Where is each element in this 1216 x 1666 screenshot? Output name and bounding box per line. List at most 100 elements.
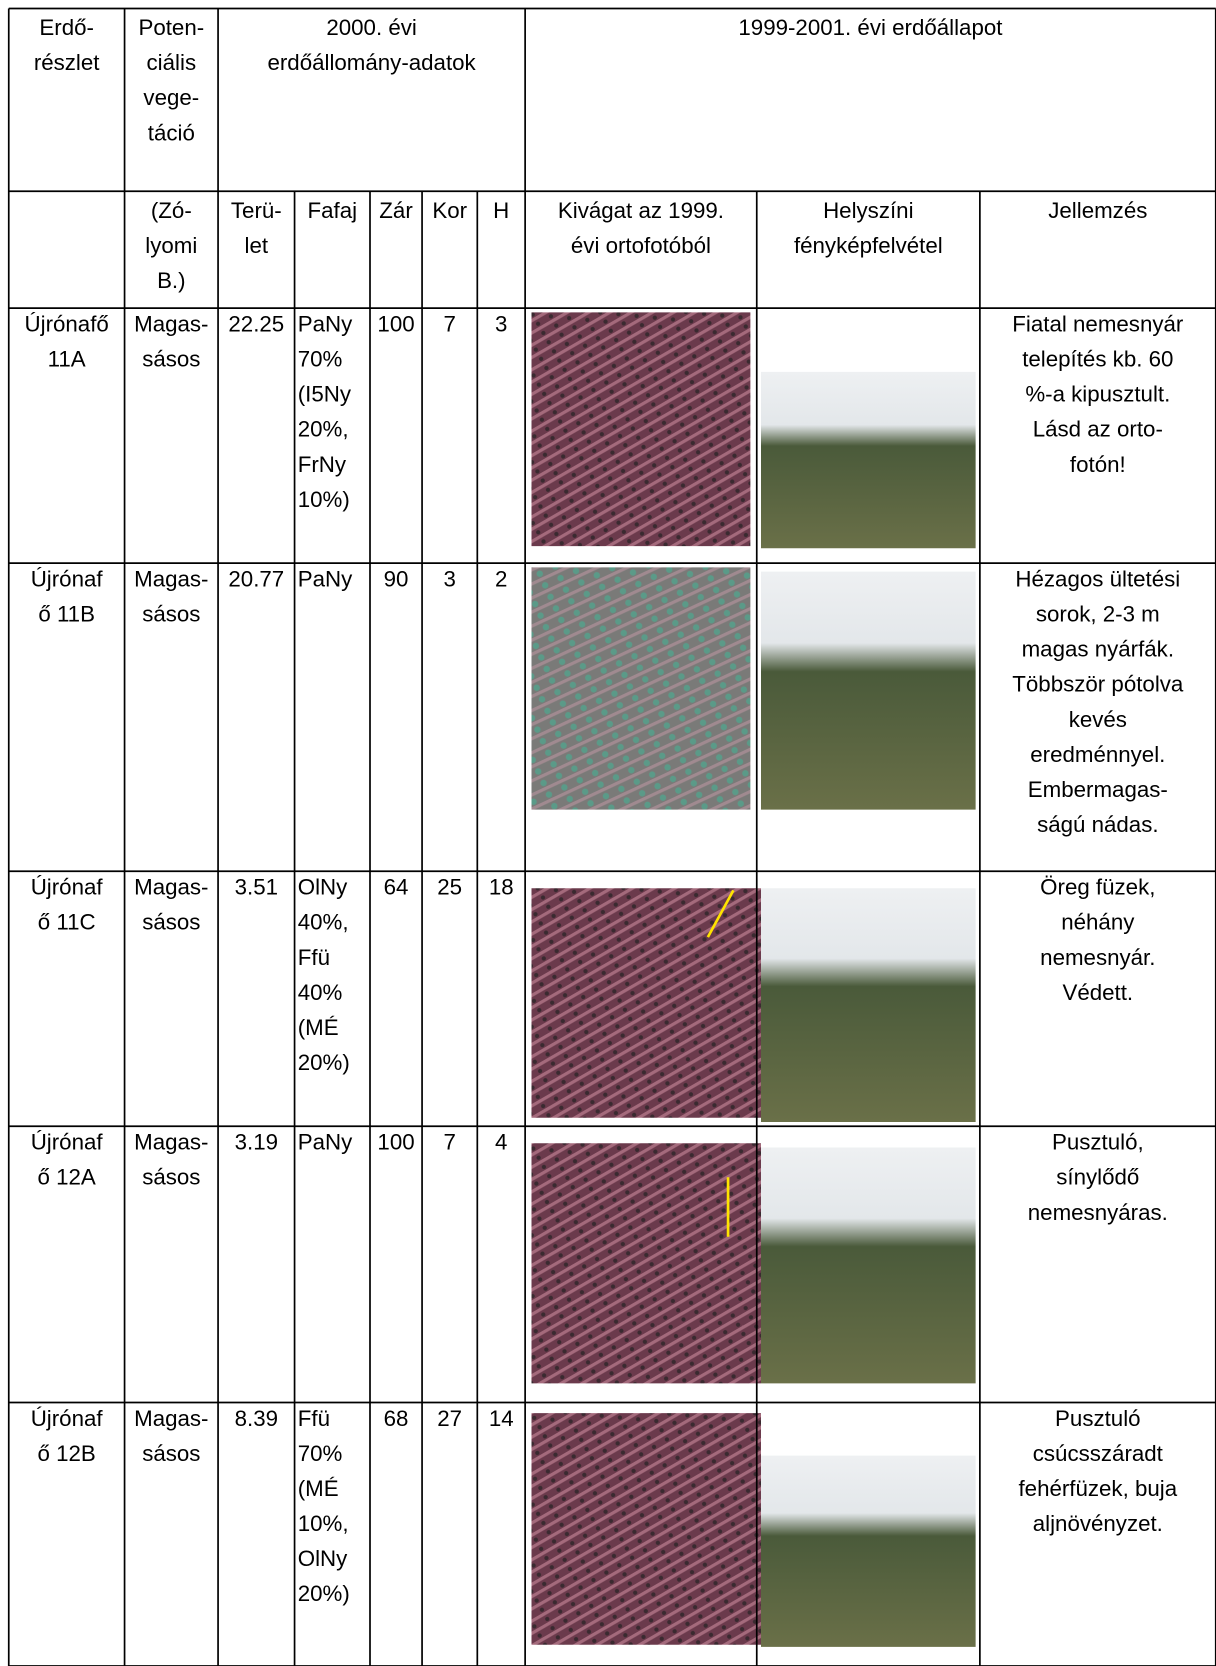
cell-text: vege- (143, 85, 199, 110)
cell-text: ságú nádas. (1037, 812, 1159, 837)
cell-text: Védett. (1062, 980, 1133, 1005)
cell-text: 10%) (298, 487, 350, 512)
orthophoto (531, 312, 751, 547)
cell-text: fotón! (1070, 452, 1126, 477)
cell-text: Magas- (134, 567, 208, 592)
cell-text: aljnövényzet. (1033, 1511, 1163, 1536)
cell-text: Ffü (298, 945, 330, 970)
cell-text: let (245, 233, 269, 258)
cell-text: OlNy (298, 875, 348, 900)
cell-text: 20%, (298, 417, 349, 442)
cell-text: B.) (157, 268, 186, 293)
cell-text: ő 11C (38, 910, 96, 935)
cell-text: Hézagos ültetési (1015, 567, 1180, 592)
cell-text: PaNy (298, 312, 353, 337)
cell-text: 68 (384, 1406, 409, 1431)
cell-text: 2 (495, 567, 507, 592)
cell-text: Magas- (134, 1130, 208, 1155)
cell-text: Újrónafő (25, 312, 109, 337)
cell-text: 18 (489, 875, 514, 900)
cell-text: Poten- (138, 15, 204, 40)
site-photo (761, 1147, 976, 1384)
cell-text: Helyszíni (823, 198, 913, 223)
cell-text: (MÉ (298, 1015, 339, 1040)
cell-text: sásos (142, 1441, 200, 1466)
cell-text: (I5Ny (298, 382, 352, 407)
site-photo (761, 1455, 976, 1647)
cell-text: OlNy (298, 1546, 348, 1571)
cell-text: 7 (443, 312, 455, 337)
cell-text: 22.25 (228, 312, 284, 337)
cell-text: 3 (495, 312, 507, 337)
orthophoto (531, 888, 761, 1118)
cell-text: ő 12B (38, 1441, 96, 1466)
cell-text: 14 (489, 1406, 514, 1431)
cell-text: néhány (1061, 910, 1135, 935)
cell-text: 10%, (298, 1511, 349, 1536)
cell-text: 64 (384, 875, 409, 900)
cell-text: Kor (432, 198, 467, 223)
cell-text: sásos (142, 602, 200, 627)
site-photo (761, 888, 976, 1122)
cell-text: nemesnyár. (1040, 945, 1155, 970)
cell-text: 4 (495, 1130, 507, 1155)
cell-text: nemesnyáras. (1028, 1200, 1168, 1225)
cell-text: 40%, (298, 910, 349, 935)
cell-text: táció (148, 120, 195, 145)
cell-text: Jellemzés (1048, 198, 1147, 223)
cell-text: részlet (34, 50, 100, 75)
site-photo (761, 571, 976, 810)
cell-text: Erdő- (39, 15, 94, 40)
cell-text: fényképfelvétel (794, 233, 943, 258)
cell-text: 20%) (298, 1050, 350, 1075)
cell-text: telepítés kb. 60 (1022, 347, 1173, 372)
cell-text: 20%) (298, 1581, 350, 1606)
cell-text: magas nyárfák. (1022, 637, 1174, 662)
orthophoto (531, 1143, 761, 1384)
cell-text: ő 11B (38, 602, 95, 627)
cell-text: sásos (142, 1165, 200, 1190)
cell-text: H (493, 198, 509, 223)
cell-text: kevés (1069, 707, 1127, 732)
cell-text: 3 (443, 567, 455, 592)
cell-text: ő 12A (38, 1165, 96, 1190)
cell-text: eredménnyel. (1030, 742, 1165, 767)
cell-text: Pusztuló, (1052, 1130, 1144, 1155)
cell-text: 20.77 (228, 567, 284, 592)
cell-text: Terü- (231, 198, 282, 223)
cell-text: Embermagas- (1028, 777, 1168, 802)
images (531, 312, 976, 1647)
cell-text: 27 (437, 1406, 462, 1431)
cell-text: PaNy (298, 1130, 353, 1155)
cell-text: fehérfüzek, buja (1018, 1476, 1177, 1501)
cell-text: csúcsszáradt (1033, 1441, 1164, 1466)
cell-text: ciális (147, 50, 197, 75)
cell-text: Magas- (134, 1406, 208, 1431)
cell-text: Többször pótolva (1012, 672, 1184, 697)
cell-text: Ffü (298, 1406, 330, 1431)
cell-text: Újrónaf (31, 1406, 104, 1431)
cell-text: Magas- (134, 875, 208, 900)
cell-text: Újrónaf (31, 1130, 104, 1155)
cell-text: sásos (142, 347, 200, 372)
cell-text: 3.51 (235, 875, 278, 900)
orthophoto (531, 567, 751, 810)
cell-text: 100 (377, 312, 414, 337)
cell-text: sínylődő (1056, 1165, 1139, 1190)
cell-text: 11A (48, 347, 86, 372)
cell-text: 25 (437, 875, 462, 900)
cell-text: 90 (384, 567, 409, 592)
orthophoto (531, 1413, 761, 1645)
cell-text: Magas- (134, 312, 208, 337)
cell-text: 1999-2001. évi erdőállapot (738, 15, 1003, 40)
cell-text: FrNy (298, 452, 347, 477)
cell-text: Kivágat az 1999. (558, 198, 724, 223)
cell-text: Lásd az orto- (1033, 417, 1163, 442)
cell-text: 100 (377, 1130, 414, 1155)
cell-text: évi ortofotóból (571, 233, 711, 258)
cell-text: 3.19 (235, 1130, 278, 1155)
cell-text: sásos (142, 910, 200, 935)
cell-text: 40% (298, 980, 343, 1005)
cell-text: (Zó- (151, 198, 192, 223)
